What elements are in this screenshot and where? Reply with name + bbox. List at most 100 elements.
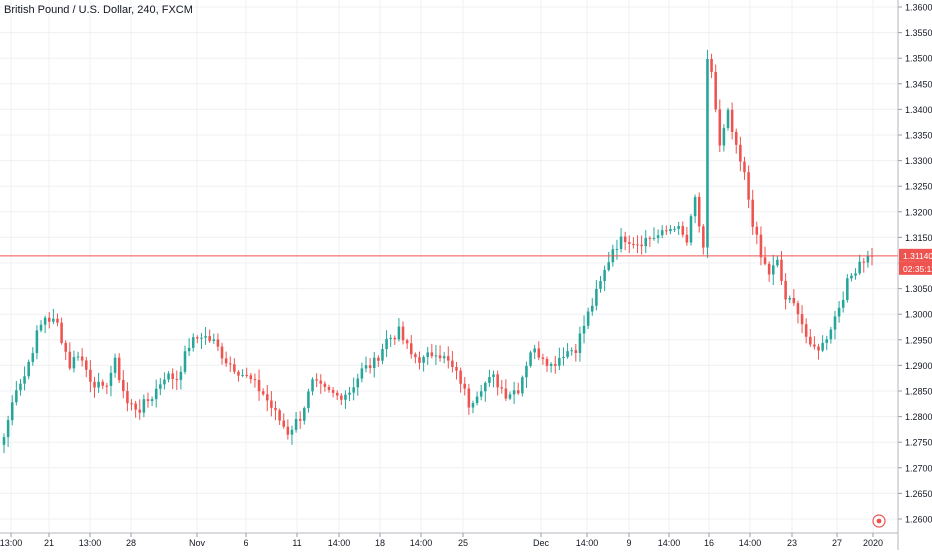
candle-body <box>307 391 310 409</box>
candle-body <box>529 352 532 366</box>
candle-body <box>578 333 582 354</box>
candle-body <box>27 361 30 377</box>
candle-body <box>582 325 586 334</box>
candle-body <box>702 226 705 248</box>
candle-body <box>327 386 331 390</box>
candle-body <box>122 379 125 392</box>
candle-body <box>113 357 117 373</box>
candle-body <box>504 388 508 399</box>
candle-body <box>673 228 676 230</box>
candle-body <box>39 324 43 331</box>
candle-body <box>512 390 516 395</box>
countdown-label-bg <box>899 261 932 275</box>
price-tick-label: 1.26000 <box>905 515 932 525</box>
price-tick-label: 1.32000 <box>905 207 932 217</box>
candle-body <box>6 420 10 438</box>
candle-body <box>167 373 170 380</box>
candle-body <box>652 237 656 239</box>
candle-body <box>150 399 154 401</box>
last-price-label-bg <box>899 248 932 262</box>
time-tick-label: 14:00 <box>576 538 599 548</box>
time-tick-label: 21 <box>44 538 54 548</box>
time-tick-label: Dec <box>533 538 550 548</box>
price-tick-label: 1.30000 <box>905 310 932 320</box>
candle-body <box>521 377 524 394</box>
candle-body <box>389 337 392 339</box>
price-tick-label: 1.27000 <box>905 463 932 473</box>
candle-body <box>335 392 339 396</box>
price-tick-label: 1.35500 <box>905 28 932 38</box>
candle-body <box>570 350 573 352</box>
candle-body <box>475 396 479 404</box>
candle-body <box>776 259 779 266</box>
candle-body <box>97 381 100 388</box>
time-tick-label: 14:00 <box>739 538 762 548</box>
time-tick-label: 18 <box>375 538 385 548</box>
candle-body <box>771 265 775 275</box>
candle-body <box>623 236 627 243</box>
price-tick-label: 1.36000 <box>905 3 932 13</box>
candle-body <box>862 261 866 263</box>
candle-body <box>385 338 388 350</box>
price-axis[interactable]: 1.36000 1.35500 1.35000 1.34500 1.34000 1.335… <box>897 0 932 550</box>
candle-body <box>237 371 240 376</box>
candle-body <box>352 387 355 393</box>
candle-body <box>825 339 829 343</box>
candle-body <box>677 226 680 229</box>
candle-body <box>710 58 713 72</box>
time-tick-label: 27 <box>832 538 842 548</box>
candle-body <box>84 360 88 370</box>
candle-body <box>377 357 380 361</box>
candle-body <box>72 357 76 369</box>
candle-body <box>130 403 133 405</box>
time-tick-label: 11 <box>292 538 301 548</box>
candle-body <box>813 344 816 347</box>
candle-body <box>607 262 610 270</box>
candle-body <box>294 418 298 430</box>
candle-body <box>187 347 191 352</box>
candle-body <box>636 244 639 246</box>
candle-body <box>381 349 384 361</box>
candle-body <box>274 407 277 411</box>
candle-body <box>126 391 129 404</box>
candle-body <box>747 172 750 200</box>
time-tick-label: 13:00 <box>0 538 22 548</box>
candle-body <box>19 383 22 391</box>
candle-body <box>850 275 853 279</box>
candle-body <box>821 342 824 351</box>
time-axis[interactable]: 13:00 21 13:00 28 Nov 6 11 14:00 18 14:00 25 Dec 14:… <box>0 532 898 548</box>
candle-body <box>837 307 841 317</box>
candle-body <box>331 389 335 393</box>
candle-body <box>858 261 861 274</box>
chart-settings-corner[interactable] <box>872 514 886 528</box>
candle-body <box>105 385 109 387</box>
events-icon-dot <box>876 518 882 524</box>
candle-body <box>401 326 405 341</box>
candle-body <box>303 408 306 421</box>
candles <box>2 49 874 454</box>
candle-body <box>833 316 837 330</box>
price-tick-label: 1.31500 <box>905 233 932 243</box>
candle-body <box>434 355 438 357</box>
candle-body <box>405 340 409 344</box>
candle-body <box>525 365 528 378</box>
candle-body <box>163 379 166 385</box>
candle-body <box>23 376 26 384</box>
candle-body <box>660 230 664 236</box>
time-tick-label: 14:00 <box>658 538 681 548</box>
candle-body <box>706 58 709 248</box>
candle-body <box>459 370 462 384</box>
candle-body <box>817 346 820 351</box>
candle-body <box>208 336 211 341</box>
candle-body <box>447 356 450 361</box>
candle-body <box>566 351 569 358</box>
price-tick-label: 1.28500 <box>905 387 932 397</box>
candle-body <box>714 71 717 110</box>
price-tick-label: 1.30500 <box>905 284 932 294</box>
candle-body <box>311 379 314 392</box>
grid <box>0 0 898 533</box>
candle-body <box>718 109 722 146</box>
candle-body <box>586 311 590 326</box>
